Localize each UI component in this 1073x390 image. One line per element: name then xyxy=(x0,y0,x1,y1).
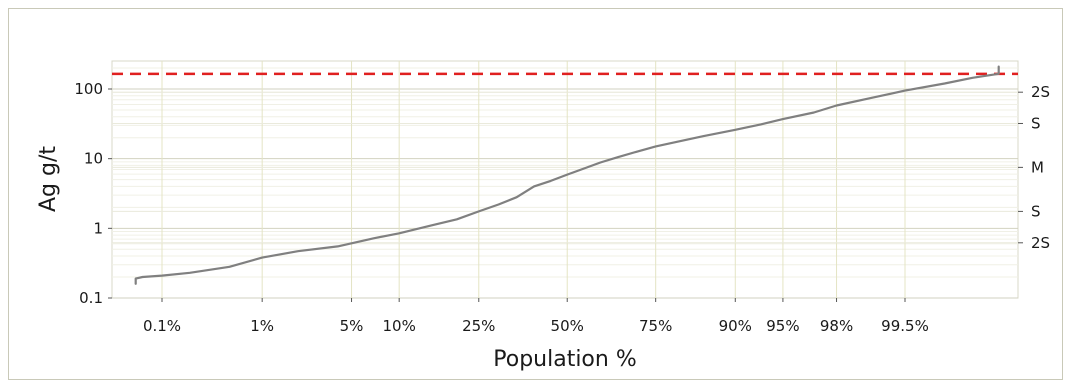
x-tick-label: 0.1% xyxy=(143,317,181,335)
x-tick-label: 10% xyxy=(383,317,416,335)
sigma-label: S xyxy=(1031,202,1041,220)
y-tick-label: 100 xyxy=(74,80,103,98)
y-axis-title: Ag g/t xyxy=(36,146,61,212)
sigma-label: M xyxy=(1031,158,1044,176)
x-tick-label: 98% xyxy=(820,317,853,335)
probability-plot: 0.1 1 10 100 0.1% 1% 5% 10% 25% 50% 75% 90% 95% 98% 9… xyxy=(36,60,1050,372)
cumulative-probability-line xyxy=(134,65,1000,285)
y-tick-labels: 0.1 1 10 100 xyxy=(74,80,103,307)
y-tick-label: 1 xyxy=(93,219,103,237)
x-tick-label: 5% xyxy=(340,317,364,335)
x-tick-label: 50% xyxy=(551,317,584,335)
x-tick-label: 95% xyxy=(766,317,799,335)
chart-frame: 0.1 1 10 100 0.1% 1% 5% 10% 25% 50% 75% 90% 95% 98% 9… xyxy=(8,8,1063,380)
sigma-label: 2S xyxy=(1031,234,1050,252)
y-tick-label: 10 xyxy=(84,150,103,168)
sigma-label: S xyxy=(1031,114,1041,132)
grid-lines xyxy=(108,61,1018,302)
x-tick-label: 90% xyxy=(719,317,752,335)
sigma-label: 2S xyxy=(1031,83,1050,101)
y-tick-label: 0.1 xyxy=(79,289,103,307)
right-axis-guides xyxy=(112,91,1023,244)
x-tick-labels: 0.1% 1% 5% 10% 25% 50% 75% 90% 95% 98% 99.5% xyxy=(143,317,929,335)
x-tick-label: 75% xyxy=(639,317,672,335)
right-axis-labels: 2S S M S 2S xyxy=(1031,83,1050,252)
x-tick-label: 99.5% xyxy=(881,317,929,335)
series-layer xyxy=(134,65,1000,285)
x-tick-label: 1% xyxy=(250,317,274,335)
x-tick-label: 25% xyxy=(462,317,495,335)
x-axis-title: Population % xyxy=(493,347,636,372)
